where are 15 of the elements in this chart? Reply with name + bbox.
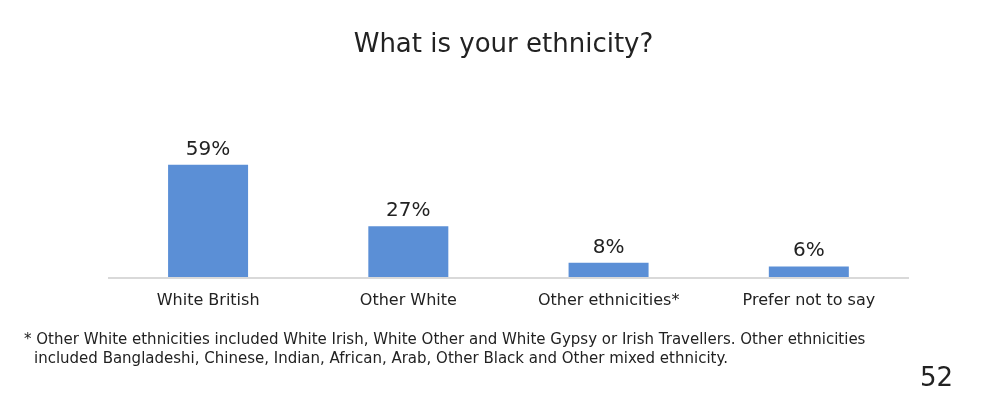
x-tick-label: Other ethnicities* bbox=[537, 290, 680, 310]
x-tick-label: Other White bbox=[359, 290, 457, 310]
text: 52 bbox=[920, 362, 954, 392]
chart-title: What is your ethnicity? bbox=[352, 28, 655, 58]
text: * Other White ethnicities included White Irish, White Other and White Gypsy or Irish Travellers. Other ethnicities included Bangladeshi, Chinese, Indian, African, Arab, Other Black and Other mixed ethnicity. bbox=[24, 330, 867, 368]
bar bbox=[768, 266, 849, 278]
bar bbox=[368, 226, 449, 278]
bar bbox=[168, 164, 249, 278]
x-tick-label: White British bbox=[156, 290, 260, 310]
data-label: 27% bbox=[386, 197, 431, 222]
data-label: 59% bbox=[185, 135, 231, 160]
bar bbox=[568, 262, 649, 278]
data-label: 6% bbox=[792, 237, 825, 262]
x-tick-label: Prefer not to say bbox=[742, 290, 876, 310]
data-label: 8% bbox=[592, 233, 625, 258]
